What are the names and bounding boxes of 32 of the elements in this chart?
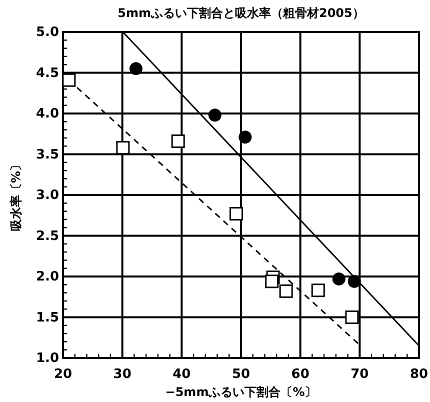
point [208, 108, 222, 122]
x-tick-label: 80 [410, 367, 428, 382]
point [230, 206, 244, 220]
y-tick-label: 1.0 [36, 351, 59, 366]
point [345, 310, 359, 324]
point [348, 274, 361, 288]
point [332, 272, 346, 286]
x-tick-label: 60 [291, 367, 310, 382]
x-tick-label: 30 [113, 367, 132, 382]
point [116, 140, 130, 154]
x-tick-label: 70 [350, 367, 369, 382]
x-axis-title: −5mmふるい下割合〔%〕 [165, 385, 317, 399]
y-tick-label: 4.0 [36, 106, 59, 122]
point [62, 73, 76, 87]
point [171, 134, 185, 148]
y-tick-label: 3.5 [36, 147, 59, 162]
x-tick-label: 50 [232, 367, 250, 382]
y-tick-label: 2.0 [36, 270, 59, 284]
y-axis-title: 吸水率〔%〕 [9, 158, 23, 232]
point [129, 62, 142, 76]
y-tick-label: 3.0 [36, 188, 59, 203]
x-tick-label: 40 [172, 367, 191, 382]
point [311, 284, 325, 298]
point [265, 274, 279, 288]
point [238, 130, 252, 144]
y-tick-label: 2.5 [36, 228, 59, 244]
y-tick-label: 1.5 [36, 310, 59, 326]
y-tick-label: 5.0 [36, 25, 59, 40]
x-tick-label: 20 [54, 367, 72, 382]
point [279, 284, 293, 298]
y-tick-label: 4.5 [36, 66, 59, 81]
chart-title: 5mmふるい下割合と吸水率（粗骨材2005） [118, 6, 364, 20]
